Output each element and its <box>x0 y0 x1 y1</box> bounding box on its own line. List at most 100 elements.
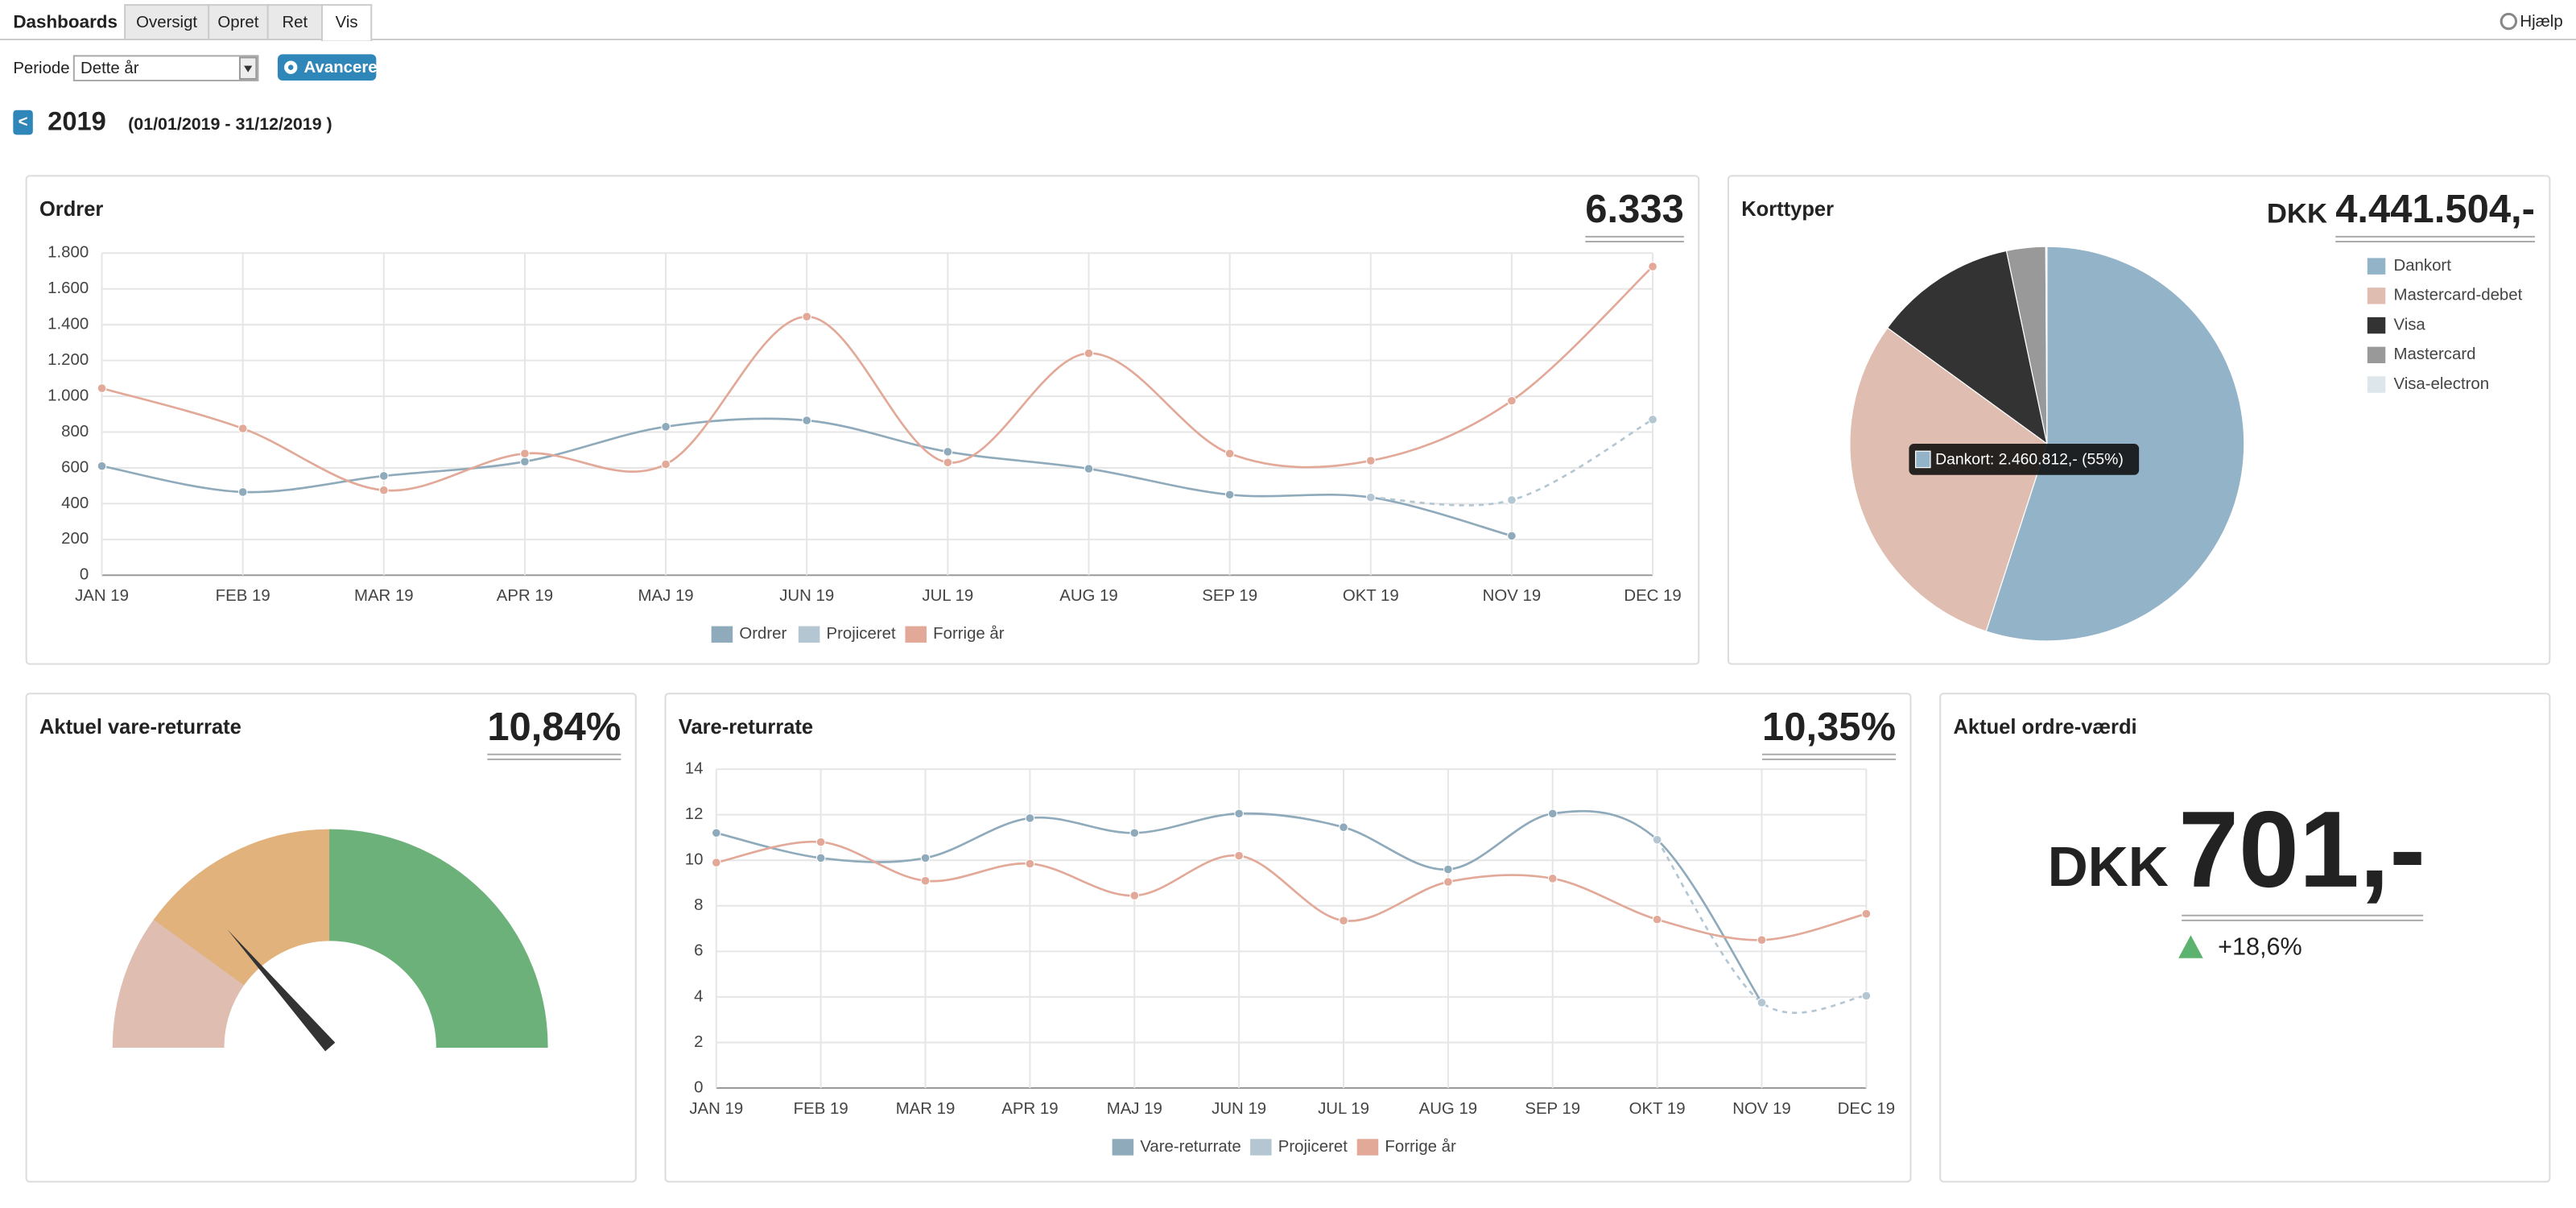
select-arrow <box>244 65 253 72</box>
data-point <box>1025 858 1035 869</box>
tab[interactable] <box>266 4 324 40</box>
data-point <box>1084 464 1094 474</box>
legend-swatch <box>798 626 820 643</box>
data-point <box>1234 809 1244 819</box>
advanced-button[interactable] <box>277 54 377 81</box>
legend-label: Mastercard-debet <box>2393 287 2522 304</box>
panel-title: Korttyper <box>1741 198 1834 221</box>
data-point <box>802 312 812 321</box>
tooltip-swatch <box>1914 450 1931 469</box>
tooltip-text: Dankort: 2.460.812,- (55%) <box>1935 451 2124 469</box>
tab-label[interactable]: Vis <box>336 14 358 31</box>
data-point <box>1443 864 1453 875</box>
legend-label: Visa-electron <box>2393 375 2489 393</box>
tab[interactable] <box>124 4 210 40</box>
data-point <box>1234 850 1244 861</box>
series-line <box>716 809 1763 1003</box>
tab[interactable] <box>208 4 269 40</box>
y-tick-label: 1.600 <box>47 279 89 297</box>
tab-label[interactable]: Opret <box>217 14 258 31</box>
data-point <box>1443 877 1453 887</box>
data-point <box>1507 395 1517 406</box>
legend-label: Dankort <box>2393 257 2451 275</box>
data-point <box>97 461 107 471</box>
x-tick-label: AUG 19 <box>1419 1100 1478 1118</box>
x-tick-label: JUL 19 <box>922 587 973 605</box>
period-year: 2019 <box>47 106 106 136</box>
x-tick-label: APR 19 <box>1001 1100 1058 1118</box>
data-point <box>711 858 721 867</box>
legend-swatch <box>2367 316 2386 334</box>
data-point <box>97 383 107 393</box>
y-tick-label: 1.000 <box>47 387 89 404</box>
legend-label: Mastercard <box>2393 345 2475 363</box>
legend-label: Forrige år <box>933 625 1005 643</box>
data-point <box>520 457 530 466</box>
data-point <box>378 471 389 481</box>
x-tick-label: OKT 19 <box>1629 1100 1686 1118</box>
gauge-needle <box>227 929 336 1052</box>
tab-label[interactable]: Oversigt <box>136 14 197 31</box>
x-tick-label: SEP 19 <box>1202 587 1257 605</box>
x-tick-label: FEB 19 <box>794 1100 848 1118</box>
help-icon[interactable] <box>2500 12 2518 31</box>
data-point <box>1224 490 1235 500</box>
data-point <box>1025 813 1035 823</box>
headline: 10,35% <box>1762 705 1896 749</box>
y-tick-label: 400 <box>61 494 89 512</box>
back-button-label[interactable]: < <box>19 113 28 130</box>
data-point <box>520 449 530 458</box>
x-tick-label: SEP 19 <box>1525 1100 1580 1118</box>
pie-slice <box>1886 250 2048 445</box>
pie-slice <box>1849 327 2048 632</box>
headline-prefix: DKK <box>2267 199 2327 230</box>
kpi-currency: DKK <box>2048 835 2169 898</box>
headline: 4.441.504,- <box>2335 188 2535 231</box>
gauge-band <box>329 829 548 1049</box>
data-point <box>1339 822 1348 833</box>
x-tick-label: JUL 19 <box>1318 1100 1369 1118</box>
select[interactable] <box>72 55 259 82</box>
legend-swatch <box>2367 288 2386 304</box>
data-point <box>1757 935 1767 945</box>
kpi-trend-icon <box>2178 935 2203 958</box>
tab-label[interactable]: Ret <box>282 14 308 31</box>
help-link[interactable]: Hjælp <box>2520 13 2562 31</box>
x-tick-label: JAN 19 <box>689 1100 743 1118</box>
advanced-button-label[interactable]: Avanceret <box>304 59 383 77</box>
panel-title: Vare-returrate <box>679 716 813 738</box>
filter-label: Periode <box>13 60 69 77</box>
data-point <box>1084 348 1094 358</box>
x-tick-label: NOV 19 <box>1732 1100 1791 1118</box>
data-point <box>920 875 931 886</box>
period-range: (01/01/2019 - 31/12/2019 ) <box>128 114 332 134</box>
x-tick-label: APR 19 <box>497 587 553 605</box>
data-point <box>1861 908 1872 919</box>
data-point <box>815 853 826 863</box>
x-tick-label: DEC 19 <box>1624 587 1681 605</box>
y-tick-label: 12 <box>685 805 704 823</box>
x-tick-label: MAR 19 <box>354 587 414 605</box>
back-button[interactable] <box>13 110 33 135</box>
data-point <box>1365 492 1376 503</box>
data-point <box>1757 998 1767 1007</box>
legend-label: Forrige år <box>1385 1138 1456 1156</box>
x-tick-label: NOV 19 <box>1483 587 1542 605</box>
data-point <box>1507 495 1517 505</box>
kpi-value: 701,- <box>2178 788 2425 910</box>
panel-title: Aktuel vare-returrate <box>39 716 242 738</box>
data-point <box>237 487 248 497</box>
data-point <box>815 837 826 847</box>
pie-slice <box>1985 246 2245 642</box>
select-value[interactable]: Dette år <box>80 60 139 77</box>
panel <box>25 175 1700 665</box>
pie-slice <box>2045 246 2048 445</box>
legend-swatch <box>711 626 733 643</box>
brand: Dashboards <box>13 11 118 31</box>
legend-label: Visa <box>2393 316 2425 333</box>
data-point <box>237 424 248 433</box>
data-point <box>1652 834 1662 845</box>
data-point <box>1224 449 1235 458</box>
x-tick-label: AUG 19 <box>1059 587 1118 605</box>
